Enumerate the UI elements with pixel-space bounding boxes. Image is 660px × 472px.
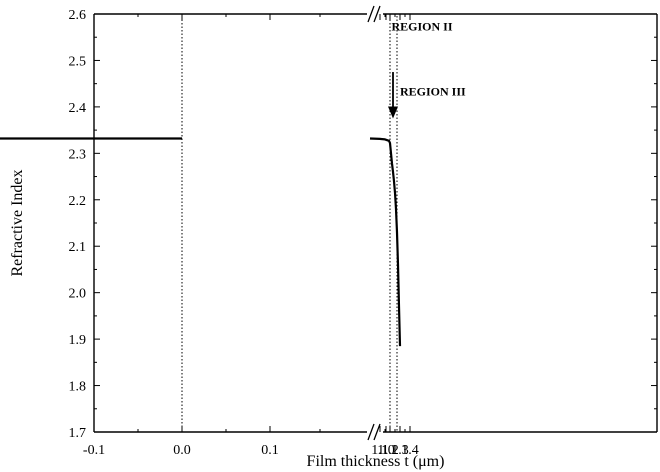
y-tick-label: 2.4 bbox=[69, 101, 87, 116]
arrow-head bbox=[388, 106, 398, 119]
y-tick-label: 2.1 bbox=[69, 240, 87, 255]
x-tick-label: 1.4 bbox=[401, 443, 419, 458]
y-tick-label: 1.7 bbox=[69, 426, 87, 441]
x-tick-labels: -0.1 0.0 0.1 1.01.11.21.31.4 bbox=[83, 443, 419, 458]
x-tick-label: 1.2 bbox=[381, 443, 399, 458]
axis-break-marks bbox=[367, 5, 381, 441]
y-tick-label: 2.6 bbox=[69, 8, 87, 23]
region-label: REGION III bbox=[400, 84, 466, 98]
plot-frame bbox=[93, 13, 658, 433]
y-tick-label: 1.8 bbox=[69, 380, 87, 395]
x-tick-label: -0.1 bbox=[83, 443, 105, 458]
arrow bbox=[388, 72, 398, 119]
y-tick-label: 1.9 bbox=[69, 333, 87, 348]
region-label: REGION II bbox=[392, 19, 453, 33]
y-tick-label: 2.5 bbox=[69, 54, 87, 69]
axis-ticks bbox=[93, 13, 657, 433]
curve-segment-2 bbox=[369, 137, 402, 347]
y-tick-label: 2.2 bbox=[69, 194, 87, 209]
x-tick-label: 0.0 bbox=[173, 443, 191, 458]
y-tick-label: 2.3 bbox=[69, 147, 87, 162]
y-axis-label: Refractive Index bbox=[9, 169, 26, 276]
x-tick-label: 0.1 bbox=[261, 443, 279, 458]
axis-break-mark-bottom-1 bbox=[367, 423, 375, 441]
x-axis-label: Film thickness t (μm) bbox=[307, 453, 445, 470]
axis-break-mark-bottom-2 bbox=[373, 423, 381, 441]
axis-break-mark-top-2 bbox=[373, 5, 381, 23]
region-boundary-lines bbox=[181, 16, 398, 432]
axis-break-mark-top-1 bbox=[367, 5, 375, 23]
x-tick-label: 1.1 bbox=[371, 443, 389, 458]
y-tick-labels: 1.7 1.8 1.9 2.0 2.1 2.2 2.3 2.4 2.5 2.6 bbox=[69, 8, 87, 441]
x-tick-label: 1.0 bbox=[377, 443, 395, 458]
x-tick-label: 1.3 bbox=[391, 443, 409, 458]
refractive-index-curve bbox=[0, 137, 402, 347]
y-tick-label: 2.0 bbox=[69, 287, 87, 302]
